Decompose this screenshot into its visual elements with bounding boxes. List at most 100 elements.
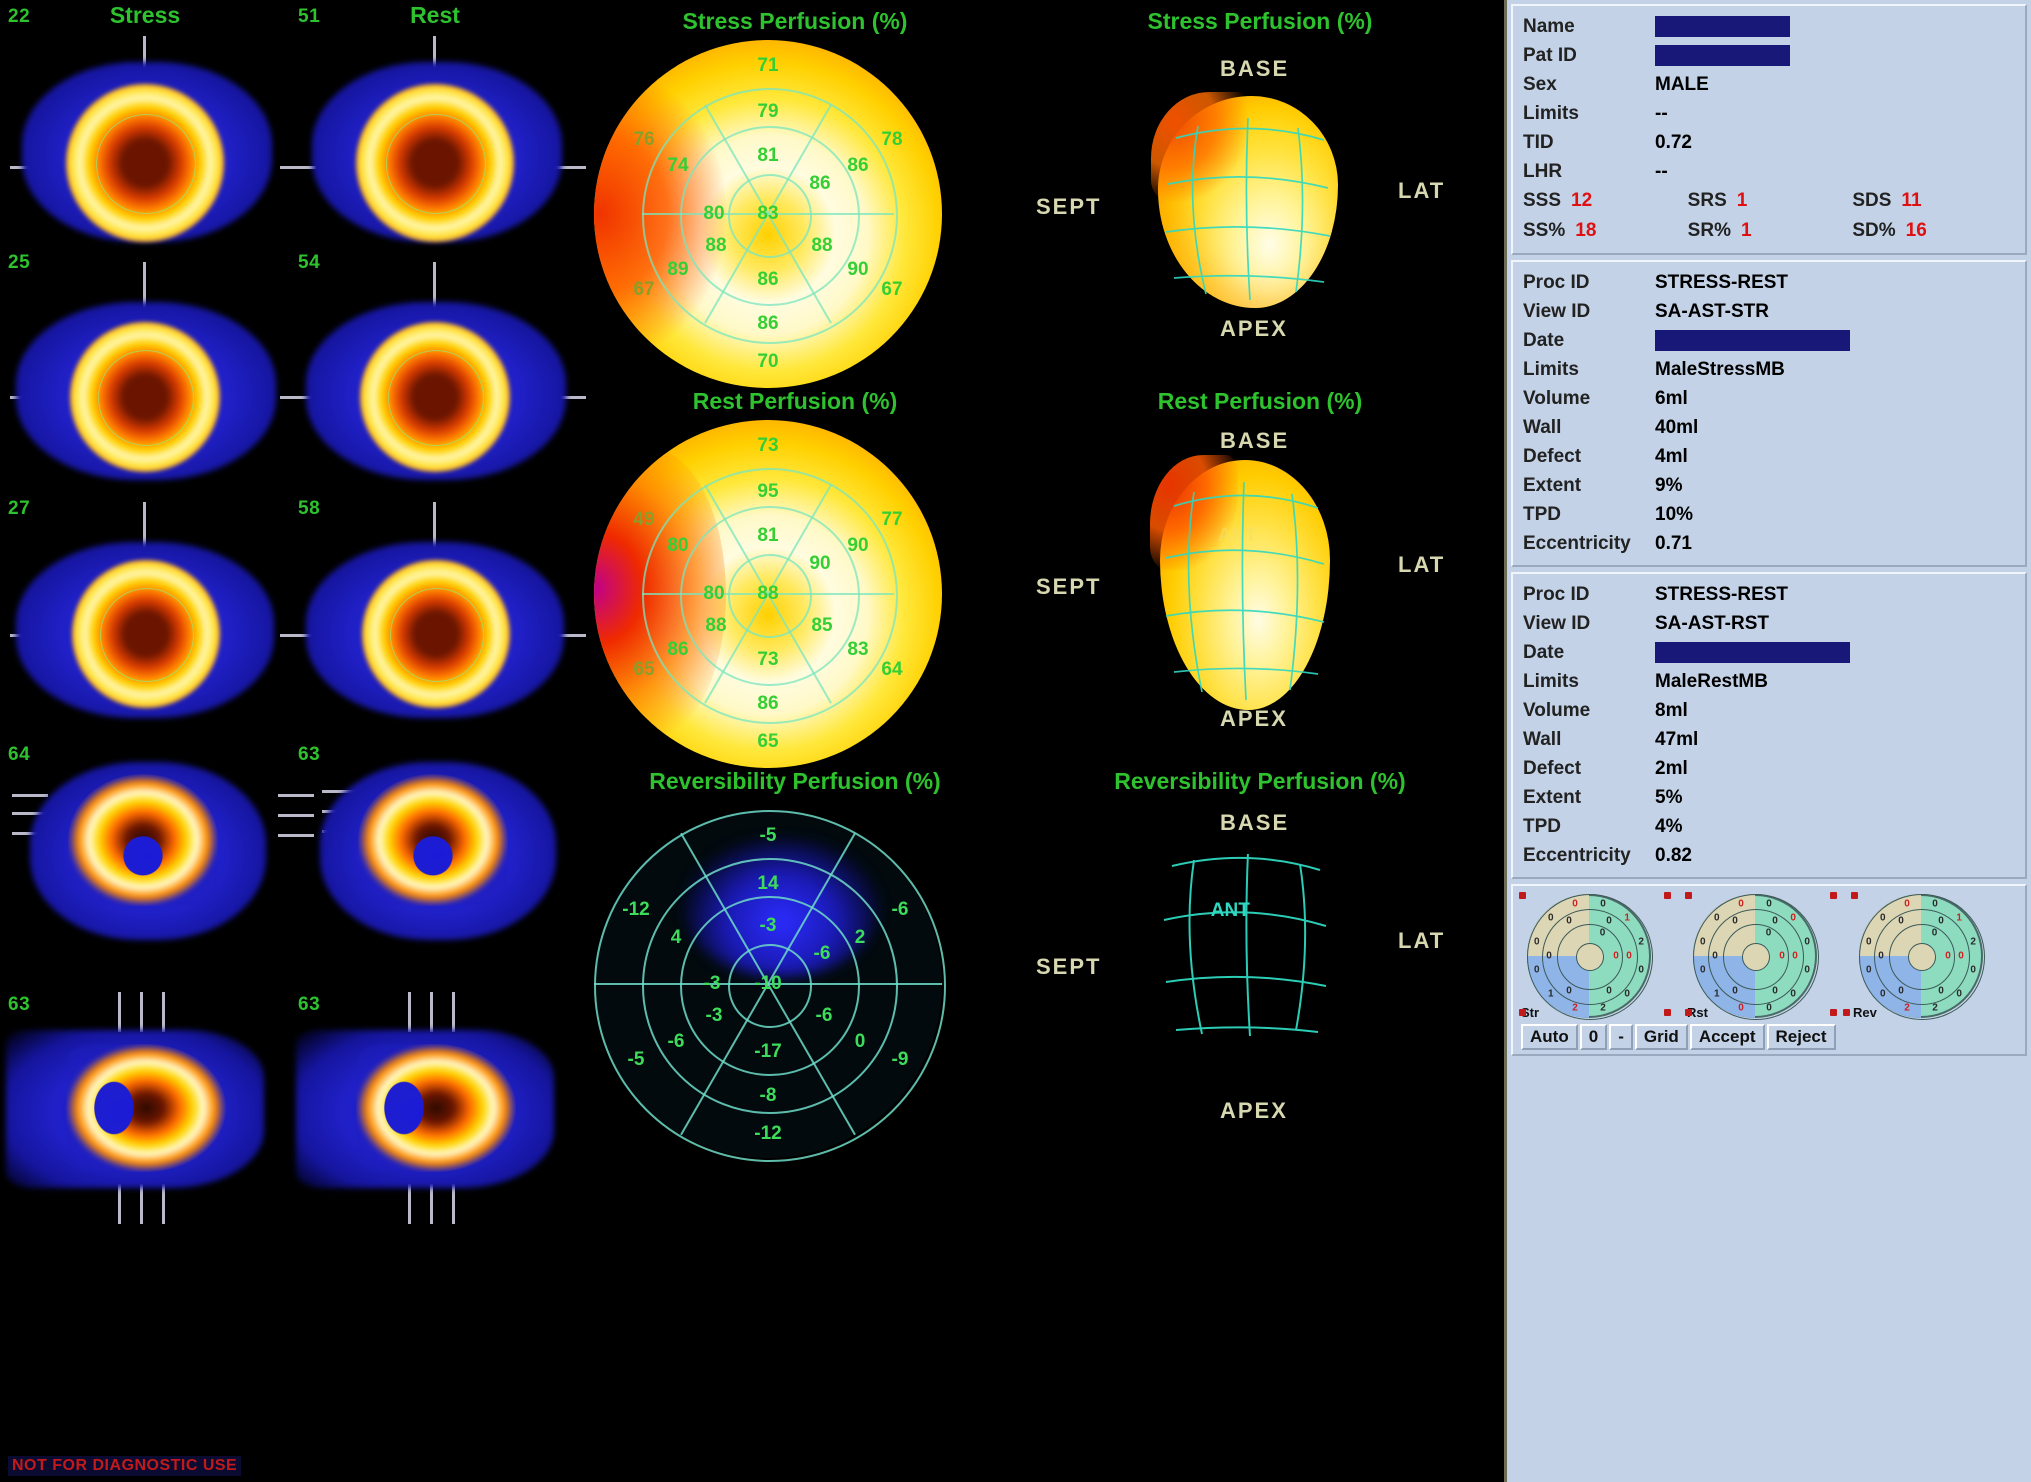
column-title-stress: Stress: [109, 2, 181, 28]
segment-score: 0: [1765, 927, 1772, 939]
segment-score: 0: [1572, 898, 1578, 910]
study-row: Volume 8ml: [1523, 696, 2017, 725]
study-row: Date: [1523, 638, 2017, 667]
surface-label-sept: SEPT: [1036, 194, 1102, 219]
field-value: 8ml: [1655, 699, 1688, 721]
slice-cell[interactable]: 27: [0, 492, 290, 738]
score-label: SR%: [1687, 220, 1731, 241]
score-label: SRS: [1687, 190, 1727, 211]
slice-cell[interactable]: 63: [278, 738, 580, 988]
polar-plot-area[interactable]: [594, 40, 942, 388]
column-title-rest: Rest: [410, 2, 460, 28]
minus-button[interactable]: -: [1609, 1024, 1633, 1050]
field-value: --: [1655, 160, 1668, 182]
slice-cell[interactable]: 22: [0, 0, 290, 246]
segment-score: 0: [1970, 964, 1976, 976]
field-value: 5%: [1655, 786, 1683, 808]
field-value: 10%: [1655, 503, 1694, 525]
study-row: View ID SA-AST-RST: [1523, 609, 2017, 638]
field-label: Eccentricity: [1523, 532, 1631, 554]
stress-surface-view[interactable]: Stress Perfusion (%) BASE SEPT LAT APEX: [1030, 8, 1490, 378]
score-value: 1: [1736, 190, 1748, 211]
segment-score: 0: [1898, 915, 1904, 927]
score-label: SD%: [1852, 220, 1896, 241]
segment-score: 0: [1938, 915, 1944, 927]
stress-polar-map[interactable]: Stress Perfusion (%) 71 78 67 70 67 76 7…: [570, 8, 1020, 388]
segment-score: 0: [1904, 898, 1910, 910]
slice-cell[interactable]: 54: [280, 246, 586, 492]
field-label: View ID: [1523, 612, 1591, 634]
report-sidebar: Name Pat ID Sex MALE Limits -- TID 0.72 …: [1504, 0, 2031, 1482]
slice-cell[interactable]: 64: [0, 738, 290, 988]
slice-cell[interactable]: 25: [0, 246, 290, 492]
slice-cell[interactable]: 51: [280, 0, 586, 246]
reversibility-surface-view[interactable]: Reversibility Perfusion (%) BASE SEPT LA…: [1030, 768, 1490, 1168]
lv-surface-mesh: ANT: [1149, 455, 1330, 710]
field-label: Name: [1523, 15, 1575, 37]
field-value: MaleStressMB: [1655, 358, 1785, 380]
segment-score: 0: [1779, 950, 1785, 962]
surface-label-base: BASE: [1220, 810, 1290, 835]
slice-cell[interactable]: 63: [290, 988, 580, 1248]
surface-overlay-label: ANT: [1210, 899, 1250, 921]
reversibility-polar-map[interactable]: Reversibility Perfusion (%) -5 -6 -9 -12…: [570, 768, 1020, 1168]
myocardium-horseshoe: [356, 1044, 516, 1172]
field-label: Limits: [1523, 670, 1579, 692]
surface-label-apex: APEX: [1220, 316, 1288, 341]
patient-row: Limits --: [1523, 99, 2017, 128]
field-value: 6ml: [1655, 387, 1688, 409]
myocardium-horseshoe: [66, 1044, 226, 1172]
segment-score: 0: [1738, 898, 1744, 910]
segment-score: 0: [1606, 915, 1612, 927]
slice-cell[interactable]: 58: [280, 492, 586, 738]
segment-score: 0: [1700, 936, 1706, 948]
patient-row: LHR --: [1523, 157, 2017, 186]
score-value: 1: [1740, 220, 1752, 241]
slice-cell[interactable]: 63: [0, 988, 290, 1248]
myocardium-horseshoe: [358, 774, 508, 906]
study-row: TPD 10%: [1523, 500, 2017, 529]
segment-score: 0: [1548, 912, 1554, 924]
segment-score: 0: [1566, 915, 1572, 927]
rest-surface-view[interactable]: Rest Perfusion (%) BASE SEPT LAT APEX AN…: [1030, 388, 1490, 758]
field-value: 40ml: [1655, 416, 1699, 438]
zero-button[interactable]: 0: [1579, 1024, 1608, 1050]
polar-plot-area[interactable]: [594, 420, 942, 768]
surface-label-base: BASE: [1220, 428, 1290, 453]
score-value: 11: [1901, 190, 1922, 211]
accept-button[interactable]: Accept: [1689, 1024, 1765, 1050]
field-value: 0.71: [1655, 532, 1692, 554]
study-row: Extent 5%: [1523, 783, 2017, 812]
study-row: Extent 9%: [1523, 471, 2017, 500]
surface-label-apex: APEX: [1220, 706, 1288, 731]
reject-button[interactable]: Reject: [1766, 1024, 1836, 1050]
field-label: Date: [1523, 641, 1565, 663]
polar-plot-area[interactable]: [594, 810, 942, 1158]
segment-score: 2: [1572, 1002, 1578, 1014]
surface-label-base: BASE: [1220, 56, 1290, 81]
rest-polar-title: Rest Perfusion (%): [692, 388, 898, 414]
segment-score: 0: [1790, 988, 1796, 1000]
score-toolbar[interactable]: Auto 0 - Grid Accept Reject: [1521, 1024, 1838, 1050]
field-label: Wall: [1523, 416, 1562, 438]
patient-row: Sex MALE: [1523, 70, 2017, 99]
segment-score: 0: [1732, 915, 1738, 927]
rest-study-panel: Proc ID STRESS-REST View ID SA-AST-RST Dat…: [1511, 572, 2027, 879]
field-label: Pat ID: [1523, 44, 1577, 66]
grid-button[interactable]: Grid: [1634, 1024, 1688, 1050]
rest-polar-map[interactable]: Rest Perfusion (%) 73 77 64 65 65 49 95 …: [570, 388, 1020, 768]
slice-index: 27: [8, 498, 31, 519]
segment-score: 2: [1600, 1002, 1606, 1014]
segment-score: 0: [1878, 950, 1884, 962]
study-row: Limits MaleStressMB: [1523, 355, 2017, 384]
field-label: Proc ID: [1523, 271, 1590, 293]
auto-button[interactable]: Auto: [1521, 1024, 1578, 1050]
surface-grid-icon: [1163, 854, 1327, 1037]
segment-score: 0: [1738, 1002, 1744, 1014]
spect-viewer-canvas[interactable]: Stress Rest 22 51 25 54: [0, 0, 1504, 1482]
field-value: STRESS-REST: [1655, 583, 1789, 605]
